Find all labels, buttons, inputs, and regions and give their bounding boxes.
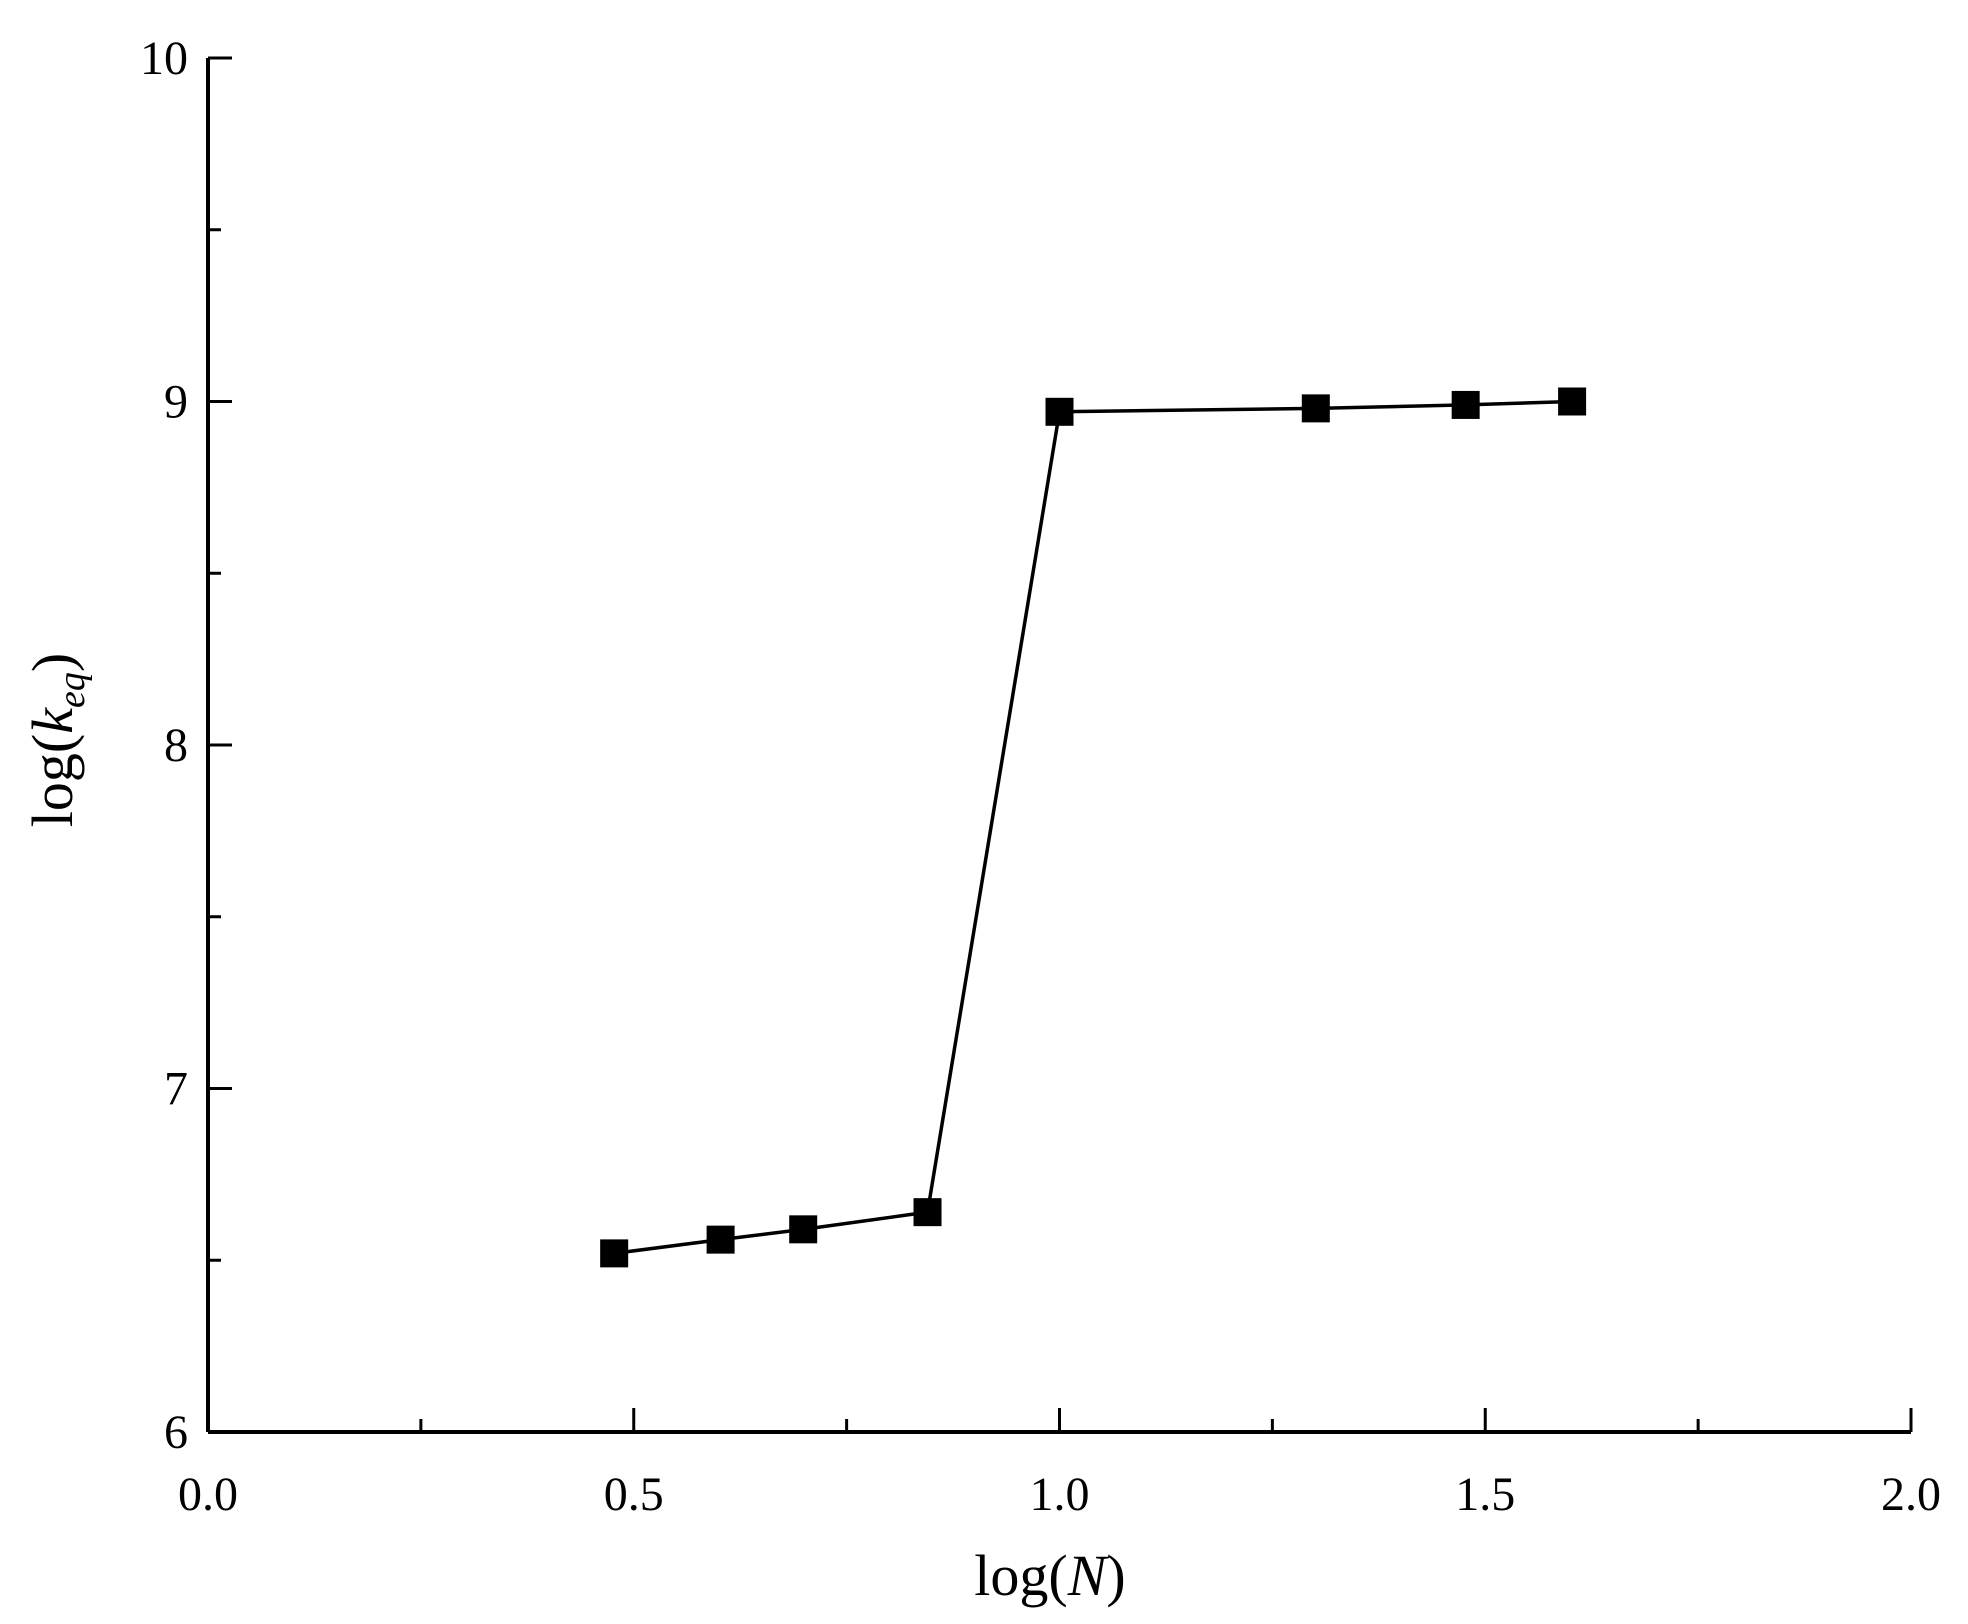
y-tick-label: 6 [164, 1406, 188, 1459]
series-line-segment [802, 1210, 928, 1232]
series-line-segment [1059, 406, 1316, 414]
axes [206, 58, 1911, 1434]
data-point-marker [789, 1215, 818, 1244]
y-tick-label: 7 [164, 1063, 188, 1116]
x-tick-label: 1.5 [1455, 1468, 1515, 1521]
y-tick-label: 10 [140, 32, 188, 85]
series-line-segment [613, 1237, 721, 1256]
data-point-marker [600, 1239, 629, 1268]
data-point-marker [1451, 390, 1480, 419]
series-line-segment [1315, 403, 1466, 411]
data-point-marker [1045, 397, 1074, 426]
x-tick-label: 0.5 [604, 1468, 664, 1521]
series-line-segment [1465, 399, 1573, 407]
x-tick-label: 0.0 [178, 1468, 238, 1521]
series-markers [600, 387, 1587, 1268]
y-tick-label: 9 [164, 376, 188, 429]
data-point-marker [1301, 394, 1330, 423]
y-axis-title: log(keq) [20, 653, 93, 827]
tick-labels: 0.0 0.5 1.0 1.5 2.0 6 7 8 9 10 [140, 32, 1941, 1521]
series-lines [613, 399, 1573, 1256]
y-tick-label: 8 [164, 719, 188, 772]
x-tick-label: 1.0 [1030, 1468, 1090, 1521]
x-axis-title: log(N) [974, 1543, 1125, 1608]
series-line-segment [925, 411, 1062, 1213]
data-point-marker [913, 1198, 942, 1227]
data-point-marker [706, 1225, 735, 1254]
x-tick-label: 2.0 [1881, 1468, 1941, 1521]
ticks [206, 56, 1913, 1434]
data-point-marker [1558, 387, 1587, 416]
